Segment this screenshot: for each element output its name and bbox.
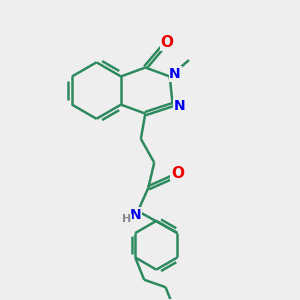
Text: N: N	[169, 67, 181, 81]
Text: N: N	[173, 99, 185, 113]
Text: N: N	[130, 208, 141, 222]
Text: H: H	[122, 214, 131, 224]
Text: O: O	[171, 166, 184, 181]
Text: O: O	[160, 35, 173, 50]
